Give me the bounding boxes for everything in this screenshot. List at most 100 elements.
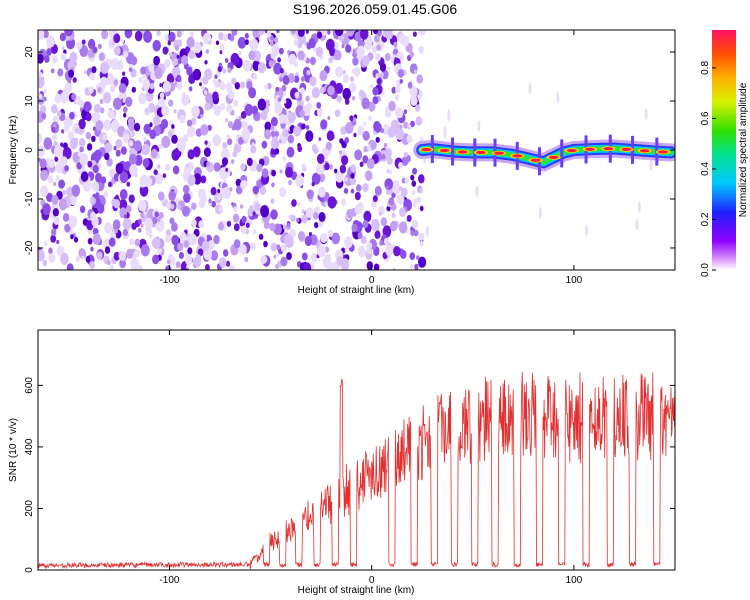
noise-blob <box>372 96 379 105</box>
noise-blob <box>59 32 66 42</box>
noise-blob <box>366 158 375 170</box>
noise-blob <box>103 119 112 131</box>
noise-blob <box>228 264 236 270</box>
noise-blob <box>177 139 186 152</box>
noise-blob <box>416 74 424 84</box>
noise-blob <box>276 30 280 34</box>
noise-blob <box>386 205 391 212</box>
noise-blob <box>282 156 286 161</box>
noise-blob <box>395 107 403 119</box>
noise-blob <box>637 201 641 214</box>
noise-blob <box>188 49 195 60</box>
noise-blob <box>398 221 408 234</box>
noise-blob <box>301 214 308 224</box>
noise-blob <box>176 204 181 210</box>
noise-blob <box>207 124 212 131</box>
noise-blob <box>164 234 171 243</box>
noise-blob <box>248 87 257 99</box>
noise-blob <box>246 81 253 90</box>
noise-blob <box>287 134 295 144</box>
noise-blob <box>53 216 60 225</box>
noise-blob <box>186 36 195 48</box>
noise-blob <box>342 87 352 100</box>
noise-blob <box>140 66 147 75</box>
noise-blob <box>325 38 335 52</box>
noise-blob <box>47 175 54 184</box>
noise-blob <box>399 207 406 217</box>
noise-blob <box>213 104 218 111</box>
noise-blob <box>301 37 305 43</box>
noise-blob <box>157 97 166 109</box>
noise-blob <box>222 166 231 178</box>
noise-blob <box>40 185 49 197</box>
noise-blob <box>410 174 415 181</box>
noise-blob <box>327 230 333 238</box>
noise-blob <box>399 79 403 84</box>
noise-blob <box>538 206 542 219</box>
noise-blob <box>293 39 299 46</box>
noise-blob <box>229 34 235 42</box>
noise-blob <box>305 207 314 219</box>
noise-blob <box>38 93 43 99</box>
noise-blob <box>149 122 153 128</box>
noise-blob <box>283 76 290 85</box>
noise-blob <box>386 156 393 165</box>
noise-blob <box>148 63 155 72</box>
noise-blob <box>223 177 227 183</box>
noise-blob <box>61 129 65 134</box>
noise-blob <box>219 81 226 91</box>
colorbar-tick-label: 0.4 <box>700 162 711 176</box>
noise-blob <box>411 180 417 187</box>
noise-blob <box>379 212 382 216</box>
noise-blob <box>224 58 229 63</box>
noise-blob <box>58 198 68 211</box>
noise-blob <box>240 225 247 234</box>
top-x-axis-label: Height of straight line (km) <box>298 285 415 296</box>
noise-blob <box>425 224 429 237</box>
noise-blob <box>357 245 366 258</box>
noise-blob <box>344 98 350 105</box>
noise-blob <box>56 110 62 117</box>
noise-blob <box>341 44 345 49</box>
noise-blob <box>359 161 364 168</box>
noise-blob <box>301 76 305 82</box>
noise-blob <box>287 73 295 83</box>
noise-blob <box>276 252 280 257</box>
noise-blob <box>253 50 261 62</box>
noise-blob <box>475 185 479 198</box>
noise-blob <box>272 59 277 65</box>
noise-blob <box>264 83 269 90</box>
noise-blob <box>173 109 177 114</box>
noise-blob <box>64 165 69 172</box>
noise-blob <box>233 99 239 107</box>
noise-blob <box>109 168 116 178</box>
colorbar-tick-label: 0.0 <box>700 263 711 277</box>
noise-blob <box>316 102 322 109</box>
noise-blob <box>311 181 315 187</box>
track-core <box>457 150 468 154</box>
noise-blob <box>231 77 237 85</box>
noise-blob <box>279 187 287 198</box>
noise-blob <box>288 53 297 65</box>
noise-blob <box>200 124 209 136</box>
noise-blob <box>115 194 119 200</box>
noise-blob <box>113 46 121 56</box>
noise-blob <box>47 158 55 168</box>
noise-blob <box>447 109 451 122</box>
noise-blob <box>171 222 178 232</box>
noise-blob <box>306 42 312 50</box>
noise-blob <box>115 138 123 149</box>
noise-blob <box>415 255 420 260</box>
noise-blob <box>362 220 369 229</box>
noise-blob <box>278 139 282 144</box>
noise-blob <box>419 205 424 212</box>
noise-blob <box>322 256 332 269</box>
noise-blob <box>188 233 198 246</box>
noise-blob <box>644 108 648 121</box>
noise-blob <box>60 52 67 61</box>
noise-blob <box>189 31 195 38</box>
noise-blob <box>276 244 281 251</box>
noise-blob <box>388 169 393 175</box>
noise-blob <box>368 101 376 112</box>
noise-blob <box>397 69 404 78</box>
